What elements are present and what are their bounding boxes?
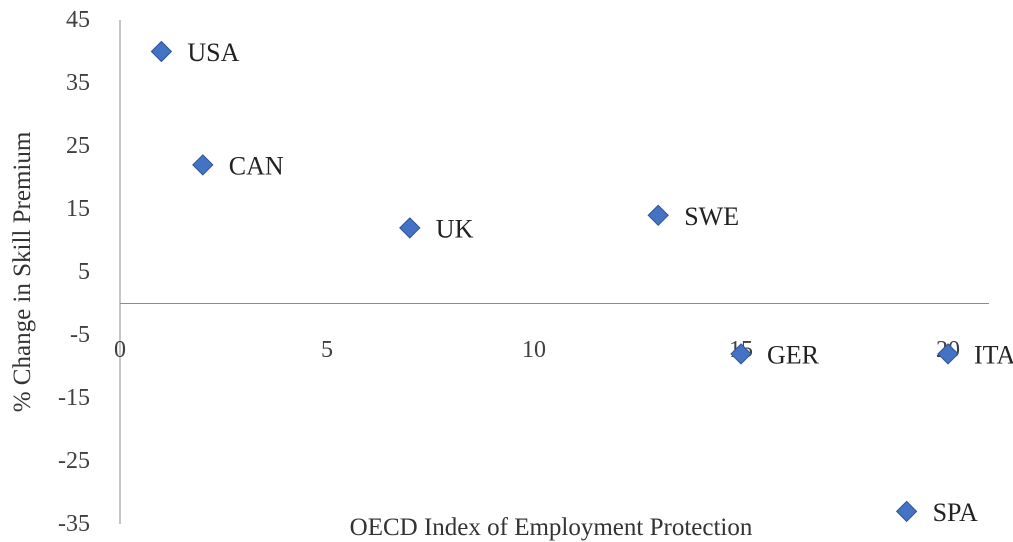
data-point — [647, 204, 669, 227]
y-tick-label: 45 — [66, 7, 90, 33]
data-point-label: CAN — [229, 151, 284, 180]
point-labels-layer: USA CAN UK SWE GER ITA SPA — [187, 38, 1013, 527]
data-point — [895, 500, 918, 523]
y-tick-label: -15 — [58, 385, 90, 411]
axes-layer — [119, 20, 989, 524]
y-tick-label: 35 — [66, 70, 90, 96]
data-point — [150, 40, 173, 63]
data-point — [192, 154, 214, 176]
data-point-label: UK — [436, 214, 474, 243]
y-axis-title: % Change in Skill Premium — [9, 131, 36, 412]
y-tick-label: 25 — [66, 133, 90, 159]
data-point-label: SWE — [684, 202, 739, 231]
data-point — [730, 343, 752, 365]
x-tick-label: 5 — [321, 337, 333, 363]
data-point — [399, 217, 421, 239]
y-tick-label: 5 — [78, 259, 90, 285]
x-axis-title: OECD Index of Employment Protection — [350, 514, 753, 541]
x-tick-label: 0 — [114, 337, 126, 363]
x-tick-label: 10 — [522, 337, 546, 363]
y-tick-label: -5 — [70, 322, 90, 348]
data-point-label: ITA — [974, 340, 1013, 369]
data-point-label: USA — [187, 38, 239, 67]
y-tick-label: -35 — [58, 511, 90, 537]
data-point-label: SPA — [933, 498, 979, 527]
data-point — [937, 343, 959, 365]
data-points-layer — [150, 40, 959, 523]
data-point-label: GER — [767, 340, 820, 369]
y-tick-label: -25 — [58, 448, 90, 474]
y-tick-label: 15 — [66, 196, 90, 222]
